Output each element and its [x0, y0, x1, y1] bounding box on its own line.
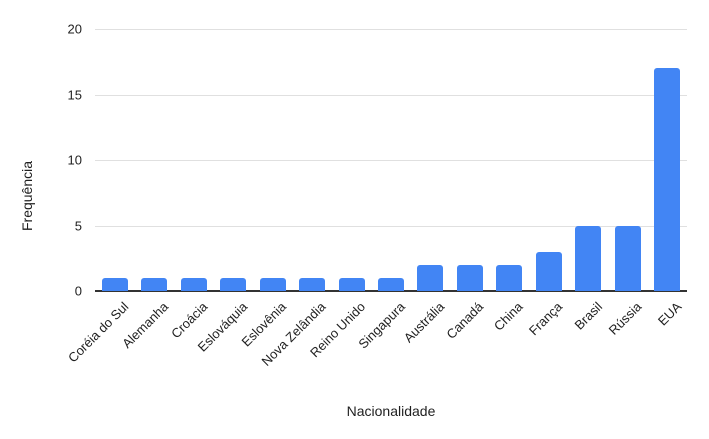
y-tick-label: 0 [74, 283, 82, 299]
x-category-label: Rússia [605, 299, 645, 338]
x-category-label: Canadá [443, 299, 487, 342]
x-axis-line [95, 290, 687, 292]
x-category-label: França [526, 299, 566, 339]
gridline [95, 94, 687, 96]
x-category-label: Brasil [571, 299, 605, 333]
bar-China [496, 264, 523, 291]
bar-Alemanha [141, 277, 168, 291]
y-axis-title: Frequência [19, 160, 35, 232]
x-category-label: China [491, 299, 526, 334]
x-category-label: Coréia do Sul [65, 299, 132, 366]
bar-Singapura [378, 277, 404, 291]
bar-Croácia [180, 277, 207, 291]
x-axis-title: Nacionalidade [346, 403, 436, 419]
y-tick-label: 10 [67, 152, 82, 168]
bar-Eslováquia [220, 277, 247, 291]
y-tick-label: 20 [67, 21, 82, 37]
bar-Austrália [417, 264, 444, 291]
bar-Rússia [614, 225, 641, 291]
y-tick-label: 5 [74, 218, 82, 233]
bar-Nova Zelândia [299, 277, 326, 291]
x-category-label: Austrália [400, 299, 448, 346]
gridline [95, 29, 687, 30]
bar-Canadá [456, 264, 483, 291]
bar-Reino Unido [338, 277, 365, 291]
gridline [95, 225, 687, 227]
bar-Coréia do Sul [101, 277, 128, 291]
bar-Eslovênia [259, 277, 286, 291]
bar-EUA [654, 68, 681, 291]
x-category-label: EUA [654, 299, 684, 329]
plot-area: 0 5 10 15 20 Coréia do Sul Alemanha Croácia Eslo… [65, 22, 687, 369]
y-tick-label: 15 [67, 87, 82, 102]
bar-França [535, 251, 562, 291]
gridline [95, 160, 687, 161]
bar-Brasil [575, 225, 602, 291]
